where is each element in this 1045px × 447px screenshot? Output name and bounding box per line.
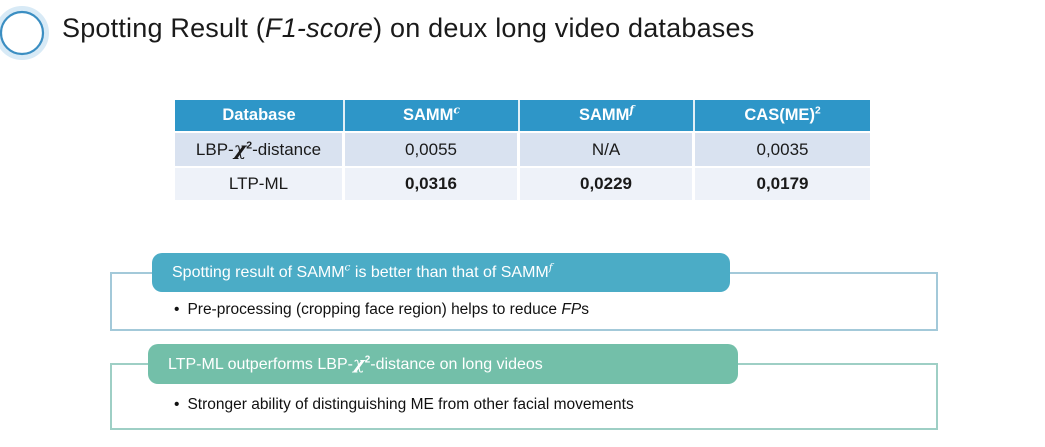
header-casme2-sup: 2 [814, 105, 821, 117]
callout1-badge: Spotting result of SAMMc is better than … [152, 253, 730, 292]
table-header-row: Database SAMMc SAMMf CAS(ME)2 [175, 100, 870, 131]
bullet-dot-icon: • [174, 396, 180, 413]
callout1-badge-middle: is better than that of SAMM [350, 264, 549, 281]
callout1-badge-sup-f: f [548, 261, 553, 274]
circle-bullet-icon [0, 6, 49, 60]
callout2-bullet: • Stronger ability of distinguishing ME f… [174, 396, 634, 414]
header-samm-c-base: SAMM [402, 106, 454, 124]
chi-exponent: 2 [364, 354, 371, 366]
header-samm-f: SAMMf [520, 100, 695, 131]
title-emphasis: F1-score [265, 13, 374, 43]
callout2-badge-prefix: LTP-ML outperforms LBP- [168, 356, 353, 373]
header-database-label: Database [222, 106, 296, 124]
header-samm-f-sup: f [629, 103, 635, 117]
table-row-ltpml: LTP-ML 0,0316 0,0229 0,0179 [175, 168, 870, 200]
callout1-badge-prefix: Spotting result of SAMM [172, 264, 345, 281]
row-lbp-label: LBP-χ2-distance [175, 133, 345, 166]
row-lbp-samm-f-value: N/A [520, 133, 695, 166]
row-ltpml-samm-f-value: 0,0229 [520, 168, 695, 200]
header-casme2-base: CAS(ME) [744, 106, 815, 124]
row-ltpml-samm-c-value: 0,0316 [345, 168, 520, 200]
row-ltpml-casme2-value: 0,0179 [695, 168, 870, 200]
row-lbp-casme2-value: 0,0035 [695, 133, 870, 166]
row-lbp-samm-c-value: 0,0055 [345, 133, 520, 166]
slide-title: Spotting Result (F1-score) on deux long … [62, 13, 754, 44]
header-casme2: CAS(ME)2 [695, 100, 870, 131]
row-lbp-label-suffix: -distance [252, 140, 322, 159]
chi-glyph: χ [352, 353, 365, 374]
callout2-badge-suffix: -distance on long videos [370, 356, 543, 373]
callout1-bullet-emph: FP [561, 301, 582, 318]
bullet-dot-icon: • [174, 301, 180, 318]
header-samm-c: SAMMc [345, 100, 520, 131]
callout1-bullet-suffix: s [581, 301, 589, 318]
title-suffix: ) on deux long video databases [373, 13, 755, 43]
callout2-bullet-text: Stronger ability of distinguishing ME fr… [187, 396, 634, 413]
callout1-bullet: • Pre-processing (cropping face region) h… [174, 301, 589, 319]
header-samm-c-sup: c [453, 103, 461, 117]
callout1-bullet-text: Pre-processing (cropping face region) he… [187, 301, 562, 318]
title-prefix: Spotting Result ( [62, 13, 265, 43]
callout2-badge: LTP-ML outperforms LBP-χ2-distance on lo… [148, 344, 738, 384]
header-database: Database [175, 100, 345, 131]
row-ltpml-label: LTP-ML [175, 168, 345, 200]
header-samm-f-base: SAMM [578, 106, 630, 124]
chi-glyph: χ [233, 138, 247, 160]
results-table: Database SAMMc SAMMf CAS(ME)2 LBP-χ2-dis… [175, 100, 870, 200]
callout1-badge-sup-c: c [344, 261, 351, 274]
chi-exponent: 2 [246, 139, 253, 152]
row-lbp-label-prefix: LBP- [195, 140, 234, 159]
table-row-lbp: LBP-χ2-distance 0,0055 N/A 0,0035 [175, 133, 870, 166]
